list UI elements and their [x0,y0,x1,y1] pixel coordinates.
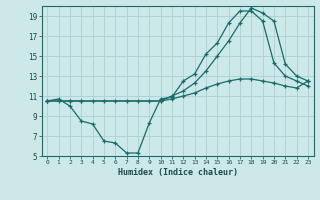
X-axis label: Humidex (Indice chaleur): Humidex (Indice chaleur) [118,168,237,177]
